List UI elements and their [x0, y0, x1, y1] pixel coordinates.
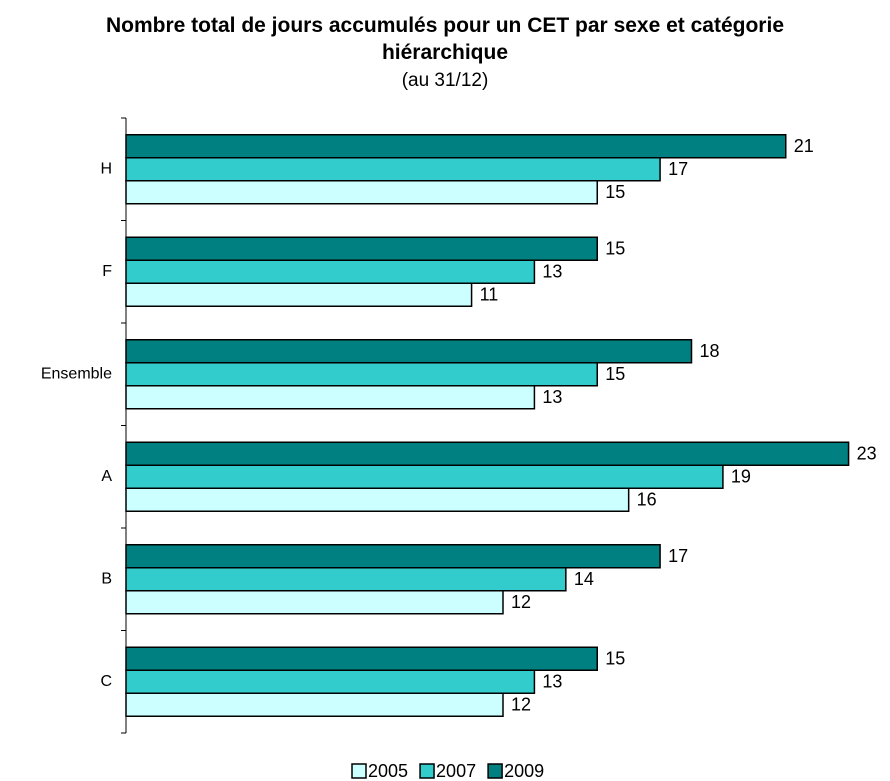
bar [125, 646, 598, 671]
data-label: 14 [574, 569, 594, 589]
data-label: 11 [480, 285, 499, 305]
y-tick-label: F [102, 263, 112, 280]
bar [125, 669, 536, 694]
legend-label: 2007 [436, 761, 476, 781]
data-label: 15 [605, 239, 625, 259]
bar [125, 259, 536, 284]
legend-label: 2009 [504, 761, 544, 781]
data-label: 17 [668, 546, 688, 566]
bar [125, 236, 598, 261]
bar [125, 134, 787, 159]
legend-swatch [351, 763, 367, 779]
bar [125, 385, 536, 410]
data-label: 12 [511, 695, 531, 715]
chart-title: Nombre total de jours accumulés pour un … [105, 14, 784, 64]
data-label: 13 [542, 262, 562, 282]
y-tick-label: H [100, 160, 112, 177]
bar [125, 180, 598, 205]
bar [125, 567, 567, 592]
bar [125, 441, 850, 466]
data-label: 17 [668, 159, 688, 179]
data-label: 15 [605, 182, 625, 202]
y-tick-label: B [101, 570, 112, 587]
data-label: 15 [605, 649, 625, 669]
bar [125, 692, 504, 717]
bar [125, 590, 504, 615]
bar [125, 339, 693, 364]
data-label: 21 [794, 136, 814, 156]
chart-subtitle: (au 31/12) [401, 70, 489, 91]
data-label: 16 [637, 490, 657, 510]
data-label: 23 [857, 444, 877, 464]
data-label: 18 [700, 341, 720, 361]
bar [125, 487, 630, 512]
legend-label: 2005 [368, 761, 408, 781]
legend-swatch [487, 763, 503, 779]
legend-swatch [419, 763, 435, 779]
y-tick-label: C [100, 673, 112, 690]
bar [125, 157, 661, 182]
y-tick-label: Ensemble [41, 365, 112, 382]
data-label: 15 [605, 364, 625, 384]
bar [125, 464, 724, 489]
bar [125, 362, 598, 387]
bar [125, 544, 661, 569]
title-block: Nombre total de jours accumulés pour un … [0, 12, 890, 96]
y-tick-label: A [101, 468, 112, 485]
legend: 2005 2007 2009 [351, 761, 544, 781]
data-label: 13 [542, 387, 562, 407]
data-label: 12 [511, 592, 531, 612]
data-label: 19 [731, 467, 751, 487]
bar [125, 282, 473, 307]
data-label: 13 [542, 672, 562, 692]
